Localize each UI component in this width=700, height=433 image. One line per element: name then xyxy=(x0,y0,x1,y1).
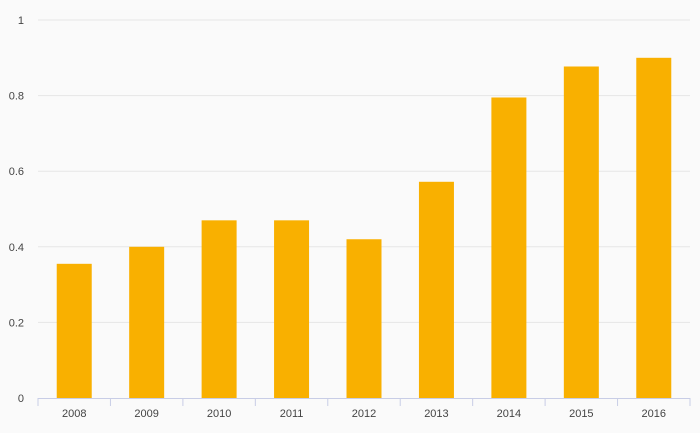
x-tick-label: 2008 xyxy=(62,408,86,420)
x-axis-labels: 2008 2009 2010 2011 2012 2013 2014 2015 2016 xyxy=(62,408,666,420)
bars xyxy=(56,57,672,399)
y-tick-label: 1 xyxy=(18,15,24,27)
x-tick-label: 2012 xyxy=(352,408,376,420)
y-tick-label: 0.6 xyxy=(9,166,24,178)
bar-2008 xyxy=(56,263,92,398)
y-tick-label: 0.8 xyxy=(9,91,24,103)
x-tick-label: 2010 xyxy=(207,408,231,420)
bar-2014 xyxy=(491,97,527,399)
x-tick-label: 2011 xyxy=(280,408,304,420)
bar-2015 xyxy=(563,66,599,398)
y-axis-ticks: 0 0.2 0.4 0.6 0.8 1 xyxy=(9,15,24,405)
bar-2013 xyxy=(418,181,454,398)
bar-2011 xyxy=(274,220,310,398)
bar-2016 xyxy=(636,57,672,399)
x-tick-label: 2013 xyxy=(424,408,448,420)
y-tick-label: 0.2 xyxy=(9,317,24,329)
x-tick-label: 2015 xyxy=(569,408,593,420)
x-tick-label: 2016 xyxy=(642,408,666,420)
y-tick-label: 0.4 xyxy=(9,242,24,254)
x-tick-label: 2014 xyxy=(497,408,521,420)
bar-2010 xyxy=(201,220,237,398)
x-axis xyxy=(37,398,691,406)
x-tick-label: 2009 xyxy=(134,408,158,420)
bar-2009 xyxy=(129,246,165,398)
bar-2012 xyxy=(346,239,382,398)
y-tick-label: 0 xyxy=(18,393,24,405)
